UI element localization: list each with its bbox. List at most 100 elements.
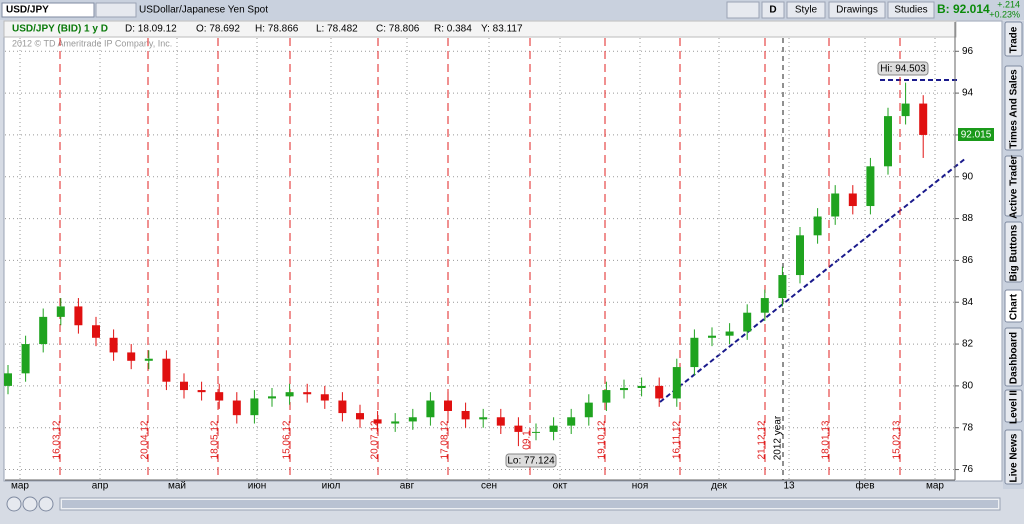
candle-body xyxy=(162,358,171,382)
side-tab[interactable] xyxy=(1004,327,1023,387)
candle-body xyxy=(813,216,822,236)
side-tab[interactable] xyxy=(1004,389,1023,423)
tool-button[interactable] xyxy=(726,1,760,19)
side-tab[interactable] xyxy=(1004,65,1023,151)
x-tick-label: апр xyxy=(92,481,109,492)
candle-body xyxy=(725,331,734,336)
header-field: H: 78.866 xyxy=(255,24,299,35)
zoom-fit[interactable] xyxy=(38,496,54,512)
toolbar-button[interactable] xyxy=(786,1,826,19)
year-label: 2012 year xyxy=(773,415,784,460)
candle-body xyxy=(39,316,48,345)
toolbar-button-label: Drawings xyxy=(836,5,878,16)
candle-body xyxy=(356,413,364,420)
period-button[interactable] xyxy=(761,1,785,19)
candle-body xyxy=(496,417,505,426)
toolbar-button-label: Studies xyxy=(894,5,927,16)
event-label: 18.01.13 xyxy=(821,420,832,459)
candle-body xyxy=(180,381,188,391)
candle-body xyxy=(690,337,699,368)
candle-body xyxy=(303,392,312,395)
x-tick-label: сен xyxy=(481,481,497,492)
candle-body xyxy=(21,344,30,374)
candle-body xyxy=(637,385,646,388)
event-label: 16.11.12 xyxy=(672,420,683,459)
candle-body xyxy=(444,400,452,411)
y-tick-label: 84 xyxy=(962,297,974,308)
x-tick-label: июн xyxy=(248,481,267,492)
x-tick-label: окт xyxy=(553,481,568,492)
candle-body xyxy=(56,306,65,317)
toolbar-button[interactable] xyxy=(828,1,886,19)
header-field: O: 78.692 xyxy=(196,24,240,35)
last-label: 92.015 xyxy=(961,130,992,141)
side-tab-label: Live News xyxy=(1009,433,1020,482)
symbol: USD/JPY xyxy=(6,5,49,16)
y-tick-label: 96 xyxy=(962,46,974,57)
copyright: 2012 © TD Ameritrade IP Company, Inc. xyxy=(12,38,172,48)
candle-body xyxy=(655,385,664,399)
header-field: D: 18.09.12 xyxy=(125,24,177,35)
description: USDollar/Japanese Yen Spot xyxy=(139,5,268,16)
candle-body xyxy=(461,410,470,420)
toolbar-button[interactable] xyxy=(887,1,935,19)
y-tick-label: 88 xyxy=(962,213,974,224)
lo-label: Lo: 77.124 xyxy=(507,456,555,467)
candle-body xyxy=(919,103,928,135)
candle-body xyxy=(144,358,153,361)
candle-body xyxy=(74,306,83,326)
candle-body xyxy=(620,387,628,391)
y-tick-label: 80 xyxy=(962,381,974,392)
side-tab-label: Big Buttons xyxy=(1009,224,1020,281)
candle-body xyxy=(848,193,857,207)
candle-body xyxy=(408,417,417,422)
x-tick-label: май xyxy=(168,481,186,492)
event-label: 20.04.12 xyxy=(140,420,151,459)
bid: B: 92.014 xyxy=(937,2,990,16)
header-field: Y: 83.117 xyxy=(481,24,523,35)
lo-box xyxy=(505,453,557,468)
side-tab[interactable] xyxy=(1004,289,1023,323)
y-tick-label: 86 xyxy=(962,255,974,266)
candle-body xyxy=(320,394,329,401)
side-tab-label: Trade xyxy=(1009,26,1020,53)
event-label: 18.05.12 xyxy=(210,420,221,459)
candle-body xyxy=(268,396,276,399)
candle-body xyxy=(760,298,769,313)
x-tick-label: фев xyxy=(855,480,874,492)
candle-body xyxy=(426,400,435,418)
x-tick-label: мар xyxy=(11,481,29,492)
side-tab[interactable] xyxy=(1004,155,1023,217)
chart-panel xyxy=(3,20,1003,482)
x-tick-label: ноя xyxy=(632,481,649,492)
candle-body xyxy=(549,425,558,432)
zoom-out[interactable] xyxy=(6,496,22,512)
symbol-tools[interactable] xyxy=(95,2,137,18)
x-tick-label: авг xyxy=(400,481,415,492)
event-label: 16.03.12 xyxy=(52,420,63,459)
event-label: 21.12.12 xyxy=(757,420,768,459)
candle-body xyxy=(602,390,611,403)
header-field: R: 0.384 xyxy=(434,24,472,35)
zoom-in[interactable] xyxy=(22,496,38,512)
candle-body xyxy=(285,392,294,397)
x-tick-label: дек xyxy=(711,481,727,492)
candle-body xyxy=(127,352,136,361)
x-tick-label: июл xyxy=(322,481,341,492)
side-tab[interactable] xyxy=(1004,221,1023,283)
side-tab[interactable] xyxy=(1004,429,1023,485)
event-label: 09.1 xyxy=(522,430,533,450)
last-box xyxy=(958,128,994,141)
candle-body xyxy=(672,367,681,399)
y-tick-label: 76 xyxy=(962,464,974,475)
side-tab[interactable] xyxy=(1004,21,1023,57)
x-tick-label: мар xyxy=(926,481,944,492)
scroll-thumb[interactable] xyxy=(62,500,998,508)
candle-body xyxy=(567,417,576,426)
header-field: C: 78.806 xyxy=(376,24,420,35)
candle-body xyxy=(232,400,241,416)
candle-body xyxy=(250,398,259,416)
change: +.214 xyxy=(997,0,1020,9)
symbol-box[interactable] xyxy=(1,2,95,18)
y-tick-label: 94 xyxy=(962,88,974,99)
